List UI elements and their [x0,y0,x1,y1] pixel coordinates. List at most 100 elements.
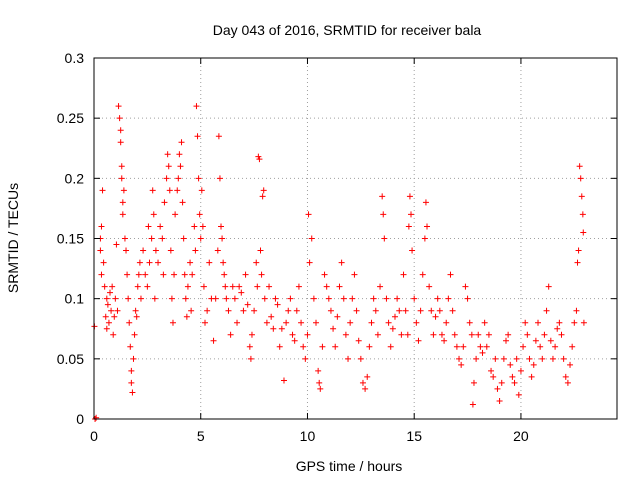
data-point [172,211,179,218]
data-point [321,271,328,278]
data-point [445,295,452,302]
data-point [364,373,371,380]
data-point [359,379,366,386]
data-point [163,175,170,182]
data-point [240,307,247,314]
data-point [405,223,412,230]
y-tick-label: 0.15 [57,231,84,247]
data-point [374,331,381,338]
data-point [268,313,275,320]
data-point [293,307,300,314]
data-point [391,313,398,320]
data-point [319,343,326,350]
data-point [524,331,531,338]
data-point [196,211,203,218]
data-point [263,319,270,326]
data-point [574,259,581,266]
chart-title: Day 043 of 2016, SRMTID for receiver bal… [213,22,482,38]
data-point [306,259,313,266]
data-point [302,355,309,362]
data-point [164,151,171,158]
data-point [119,211,126,218]
data-points [91,103,587,422]
data-point [260,187,267,194]
data-point [562,373,569,380]
data-point [434,295,441,302]
data-point [490,373,497,380]
y-tick-label: 0.3 [65,50,85,66]
data-point [345,355,352,362]
data-point [100,259,107,266]
data-point [276,343,283,350]
data-point [144,283,151,290]
data-point [101,283,108,290]
data-point [372,307,379,314]
data-point [398,331,405,338]
data-point [368,319,375,326]
data-point [242,271,249,278]
data-point [537,343,544,350]
data-point [184,283,191,290]
data-point [507,361,514,368]
data-point [323,283,330,290]
data-point [336,283,343,290]
data-point [270,325,277,332]
data-point [488,367,495,374]
data-point [110,331,117,338]
data-point [500,355,507,362]
data-point [246,343,253,350]
data-point [181,271,188,278]
data-point [549,355,556,362]
data-point [266,283,273,290]
data-point [274,301,281,308]
data-point [119,199,126,206]
data-point [109,283,116,290]
data-point [177,163,184,170]
data-point [128,367,135,374]
data-point [105,319,112,326]
data-point [135,271,142,278]
data-point [466,319,473,326]
data-point [291,337,298,344]
data-point [387,343,394,350]
data-point [206,259,213,266]
data-point [126,319,133,326]
data-point [210,337,217,344]
data-point [98,223,105,230]
data-point [117,139,124,146]
data-point [426,283,433,290]
data-point [300,343,307,350]
y-axis-label: SRMTID / TECUs [5,183,21,293]
data-point [419,271,426,278]
data-point [218,223,225,230]
data-point [285,307,292,314]
data-point [118,175,125,182]
data-point [151,295,158,302]
x-axis-label: GPS time / hours [296,458,403,474]
data-point [142,271,149,278]
data-point [108,307,115,314]
data-point [254,283,261,290]
data-point [187,259,194,266]
data-point [575,247,582,254]
data-point [351,271,358,278]
data-point [202,319,209,326]
data-point [334,313,341,320]
y-tick-label: 0.05 [57,351,84,367]
data-point [498,379,505,386]
data-point [258,271,265,278]
data-point [370,295,377,302]
data-point [133,313,140,320]
data-point [130,355,137,362]
data-point [305,211,312,218]
data-point [247,355,254,362]
data-point [215,133,222,140]
data-point [136,259,143,266]
data-point [103,325,110,332]
data-point [576,163,583,170]
data-point [167,247,174,254]
data-point [234,319,241,326]
y-tick-label: 0.2 [65,170,85,186]
data-point [253,259,260,266]
